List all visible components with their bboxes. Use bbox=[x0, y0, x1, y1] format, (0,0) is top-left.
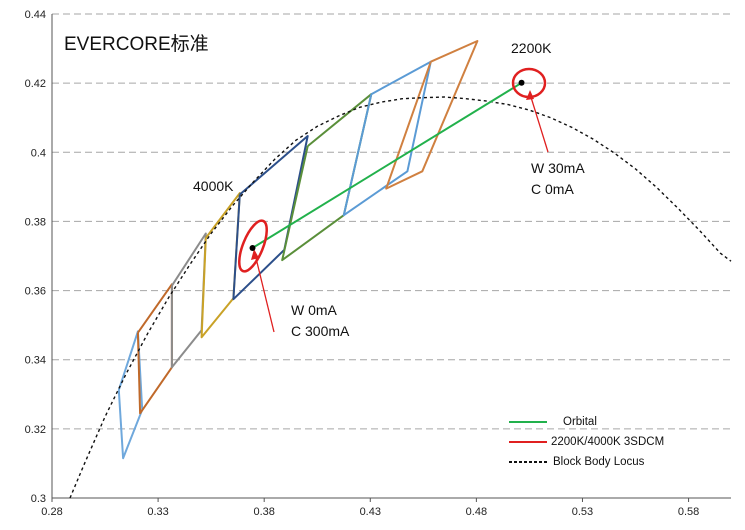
x-tick-label: 0.28 bbox=[41, 506, 62, 518]
callout-arrowhead-2200k bbox=[526, 90, 534, 100]
sdcm-quadrangle bbox=[342, 60, 432, 217]
y-tick-label: 0.36 bbox=[25, 286, 46, 298]
sdcm-quadrangle bbox=[281, 93, 373, 262]
sdcm-quadrangle bbox=[385, 40, 479, 190]
annotation-c-300ma: C 300mA bbox=[291, 323, 350, 339]
annotation-w-30ma: W 30mA bbox=[531, 160, 585, 176]
sdcm-quadrangle bbox=[232, 135, 309, 301]
callout-arrow-4000k bbox=[254, 253, 275, 333]
y-tick-label: 0.42 bbox=[25, 78, 46, 90]
x-tick-label: 0.48 bbox=[466, 506, 487, 518]
annotation-w-0ma: W 0mA bbox=[291, 302, 338, 318]
legend: Orbital 2200K/4000K 3SDCM Block Body Loc… bbox=[509, 416, 664, 468]
annotation-c-0ma: C 0mA bbox=[531, 181, 574, 197]
orbital-line bbox=[251, 81, 523, 249]
y-tick-label: 0.32 bbox=[25, 424, 46, 436]
y-tick-label: 0.34 bbox=[25, 355, 46, 367]
legend-label-orbital: Orbital bbox=[563, 416, 597, 428]
annotation-2200k: 2200K bbox=[511, 40, 552, 56]
point-marker bbox=[518, 79, 525, 86]
x-tick-label: 0.58 bbox=[678, 506, 699, 518]
point-markers bbox=[249, 79, 525, 252]
callout-arrowhead-4000k bbox=[251, 249, 259, 260]
x-tick-label: 0.38 bbox=[253, 506, 274, 518]
y-tick-label: 0.4 bbox=[31, 147, 46, 159]
annotation-4000k: 4000K bbox=[193, 178, 234, 194]
legend-label-blackbody: Block Body Locus bbox=[553, 456, 645, 468]
series-lines bbox=[69, 81, 732, 499]
sdcm-quadrangle bbox=[200, 192, 241, 339]
grid-lines bbox=[52, 13, 731, 430]
x-tick-label: 0.33 bbox=[147, 506, 168, 518]
axes bbox=[51, 14, 731, 499]
x-tick-label: 0.53 bbox=[572, 506, 593, 518]
chart-title: EVERCORE标准 bbox=[64, 33, 209, 55]
x-tick-label: 0.43 bbox=[360, 506, 381, 518]
y-tick-label: 0.38 bbox=[25, 216, 46, 228]
callout-arrow-2200k bbox=[529, 93, 549, 153]
y-tick-label: 0.44 bbox=[25, 9, 46, 21]
y-tick-label: 0.3 bbox=[31, 493, 46, 505]
legend-label-3sdcm: 2200K/4000K 3SDCM bbox=[551, 436, 664, 448]
y-tick-labels: 0.3 0.32 0.34 0.36 0.38 0.4 0.42 0.44 bbox=[25, 9, 46, 505]
sdcm-quadrangles bbox=[117, 40, 479, 460]
blackbody-locus-line bbox=[69, 96, 732, 499]
x-tick-labels: 0.28 0.33 0.38 0.43 0.48 0.53 0.58 bbox=[41, 498, 699, 518]
sdcm-ellipse-4000k bbox=[238, 219, 268, 273]
sdcm-quadrangle bbox=[170, 232, 207, 369]
sdcm-quadrangle bbox=[136, 283, 173, 415]
point-marker bbox=[249, 245, 256, 252]
